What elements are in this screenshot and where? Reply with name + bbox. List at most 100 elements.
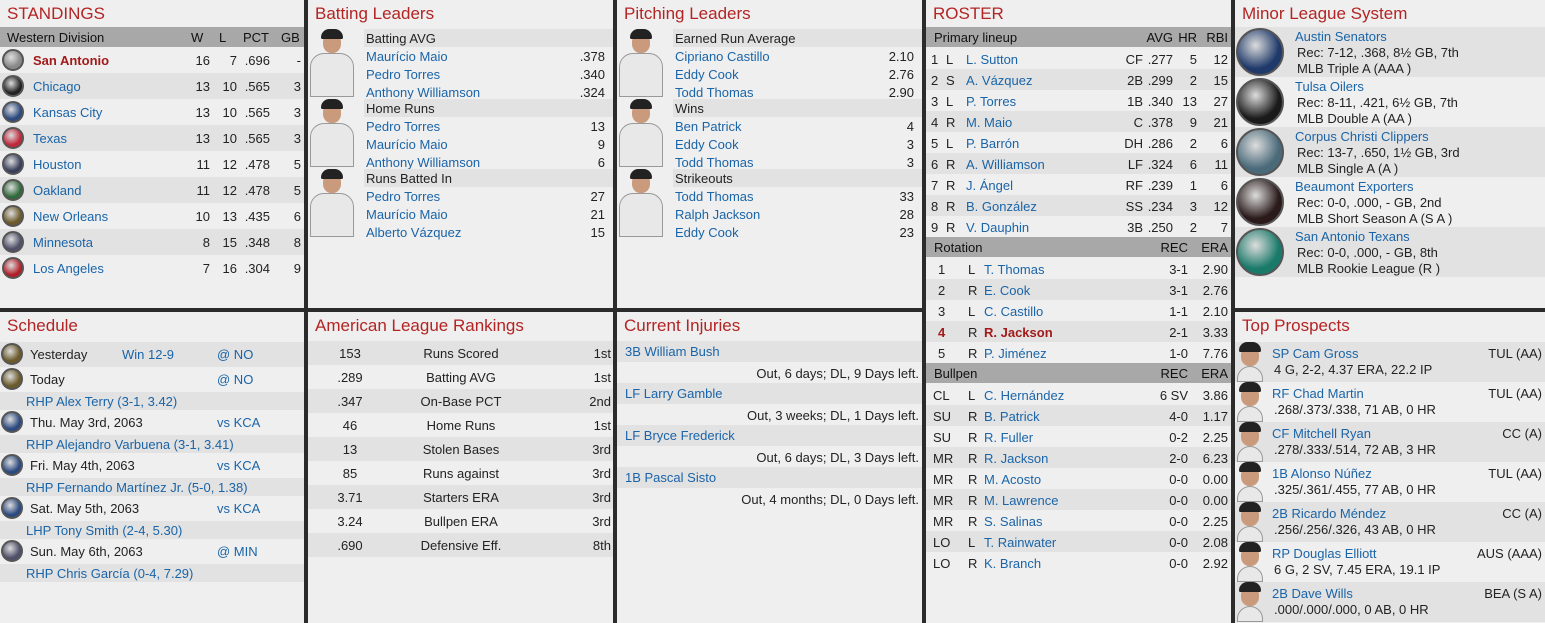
standings-row[interactable]: Chicago 13 10 .565 3 bbox=[0, 73, 304, 99]
standings-row[interactable]: Oakland 11 12 .478 5 bbox=[0, 177, 304, 203]
prospect-row[interactable]: 1B Alonso Núñez TUL (AA) .325/.361/.455, 7… bbox=[1235, 462, 1545, 502]
leader-row[interactable]: Alberto Vázquez 15 bbox=[364, 223, 613, 241]
player-name-link[interactable]: M. Lawrence bbox=[984, 493, 1059, 508]
minor-team-row[interactable]: Corpus Christi Clippers Rec: 13-7, .650, … bbox=[1235, 127, 1545, 177]
player-name-link[interactable]: C. Hernández bbox=[984, 388, 1065, 403]
player-name-link[interactable]: Maurício Maio bbox=[366, 207, 448, 222]
player-name-link[interactable]: Todd Thomas bbox=[675, 189, 754, 204]
team-name-link[interactable]: Tulsa Oilers bbox=[1295, 79, 1364, 94]
lineup-row[interactable]: 5 L P. Barrón DH .286 2 6 bbox=[926, 132, 1231, 153]
prospect-name-link[interactable]: 2B Ricardo Méndez bbox=[1272, 506, 1387, 521]
team-name-link[interactable]: Beaumont Exporters bbox=[1295, 179, 1414, 194]
player-name-link[interactable]: Ben Patrick bbox=[675, 119, 742, 134]
team-name-link[interactable]: Corpus Christi Clippers bbox=[1295, 129, 1429, 144]
leader-row[interactable]: Eddy Cook 23 bbox=[673, 223, 922, 241]
player-name-link[interactable]: Alberto Vázquez bbox=[366, 225, 462, 240]
probable-pitcher-row[interactable]: LHP Tony Smith (2-4, 5.30) bbox=[0, 521, 304, 539]
leader-row[interactable]: Anthony Williamson 6 bbox=[364, 153, 613, 171]
schedule-game-row[interactable]: Sat. May 5th, 2063 vs KCA bbox=[0, 496, 304, 521]
injured-player-link[interactable]: 1B Pascal Sisto bbox=[625, 470, 717, 485]
lineup-row[interactable]: 2 S A. Vázquez 2B .299 2 15 bbox=[926, 69, 1231, 90]
player-name-link[interactable]: Maurício Maio bbox=[366, 49, 448, 64]
opponent-link[interactable]: @ MIN bbox=[217, 544, 258, 559]
prospect-name-link[interactable]: SP Cam Gross bbox=[1272, 346, 1359, 361]
player-name-link[interactable]: R. Jackson bbox=[984, 325, 1053, 340]
player-name-link[interactable]: Eddy Cook bbox=[675, 137, 739, 152]
leader-row[interactable]: Pedro Torres .340 bbox=[364, 65, 613, 83]
lineup-row[interactable]: 1 L L. Sutton CF .277 5 12 bbox=[926, 48, 1231, 69]
probable-pitcher-row[interactable]: RHP Alex Terry (3-1, 3.42) bbox=[0, 392, 304, 410]
player-name-link[interactable]: Pedro Torres bbox=[366, 189, 441, 204]
opponent-link[interactable]: @ NO bbox=[217, 372, 254, 387]
pitcher-row[interactable]: CL L C. Hernández 6 SV 3.86 bbox=[926, 384, 1231, 405]
player-name-link[interactable]: Eddy Cook bbox=[675, 225, 739, 240]
player-name-link[interactable]: P. Barrón bbox=[966, 136, 1020, 151]
pitcher-link[interactable]: RHP Alex Terry (3-1, 3.42) bbox=[26, 394, 178, 409]
team-name-link[interactable]: Oakland bbox=[33, 183, 82, 198]
lineup-row[interactable]: 9 R V. Dauphin 3B .250 2 7 bbox=[926, 216, 1231, 237]
team-name-link[interactable]: San Antonio bbox=[33, 53, 110, 68]
schedule-game-row[interactable]: Today @ NO bbox=[0, 367, 304, 392]
prospect-name-link[interactable]: RF Chad Martin bbox=[1272, 386, 1364, 401]
prospect-row[interactable]: RP Douglas Elliott AUS (AAA) 6 G, 2 SV, 7.… bbox=[1235, 542, 1545, 582]
standings-row[interactable]: San Antonio 16 7 .696 - bbox=[0, 47, 304, 73]
pitcher-row[interactable]: MR R S. Salinas 0-0 2.25 bbox=[926, 510, 1231, 531]
team-name-link[interactable]: Austin Senators bbox=[1295, 29, 1387, 44]
standings-row[interactable]: Kansas City 13 10 .565 3 bbox=[0, 99, 304, 125]
pitcher-row[interactable]: LO R K. Branch 0-0 2.92 bbox=[926, 552, 1231, 573]
leader-row[interactable]: Eddy Cook 3 bbox=[673, 135, 922, 153]
pitcher-row[interactable]: 4 R R. Jackson 2-1 3.33 bbox=[926, 321, 1231, 342]
leader-row[interactable]: Todd Thomas 2.90 bbox=[673, 83, 922, 101]
lineup-row[interactable]: 6 R A. Williamson LF .324 6 11 bbox=[926, 153, 1231, 174]
leader-row[interactable]: Todd Thomas 33 bbox=[673, 187, 922, 205]
player-name-link[interactable]: Anthony Williamson bbox=[366, 85, 481, 100]
leader-row[interactable]: Ben Patrick 4 bbox=[673, 117, 922, 135]
injured-player-link[interactable]: LF Bryce Frederick bbox=[625, 428, 735, 443]
player-name-link[interactable]: V. Dauphin bbox=[966, 220, 1030, 235]
standings-row[interactable]: Los Angeles 7 16 .304 9 bbox=[0, 255, 304, 281]
pitcher-link[interactable]: RHP Alejandro Varbuena (3-1, 3.41) bbox=[26, 437, 234, 452]
lineup-row[interactable]: 7 R J. Ángel RF .239 1 6 bbox=[926, 174, 1231, 195]
pitcher-row[interactable]: 5 R P. Jiménez 1-0 7.76 bbox=[926, 342, 1231, 363]
leader-row[interactable]: Eddy Cook 2.76 bbox=[673, 65, 922, 83]
schedule-game-row[interactable]: Fri. May 4th, 2063 vs KCA bbox=[0, 453, 304, 478]
player-name-link[interactable]: K. Branch bbox=[984, 556, 1042, 571]
pitcher-row[interactable]: LO L T. Rainwater 0-0 2.08 bbox=[926, 531, 1231, 552]
probable-pitcher-row[interactable]: RHP Alejandro Varbuena (3-1, 3.41) bbox=[0, 435, 304, 453]
player-name-link[interactable]: Pedro Torres bbox=[366, 67, 441, 82]
team-name-link[interactable]: New Orleans bbox=[33, 209, 109, 224]
minor-team-row[interactable]: San Antonio Texans Rec: 0-0, .000, - GB, … bbox=[1235, 227, 1545, 277]
player-name-link[interactable]: B. Patrick bbox=[984, 409, 1040, 424]
leader-row[interactable]: Maurício Maio 9 bbox=[364, 135, 613, 153]
team-name-link[interactable]: Houston bbox=[33, 157, 82, 172]
player-name-link[interactable]: Todd Thomas bbox=[675, 155, 754, 170]
opponent-link[interactable]: vs KCA bbox=[217, 415, 261, 430]
pitcher-row[interactable]: SU R B. Patrick 4-0 1.17 bbox=[926, 405, 1231, 426]
lineup-row[interactable]: 4 R M. Maio C .378 9 21 bbox=[926, 111, 1231, 132]
prospect-row[interactable]: SP Cam Gross TUL (AA) 4 G, 2-2, 4.37 ERA, … bbox=[1235, 342, 1545, 382]
schedule-game-row[interactable]: Thu. May 3rd, 2063 vs KCA bbox=[0, 410, 304, 435]
leader-row[interactable]: Maurício Maio .378 bbox=[364, 47, 613, 65]
leader-row[interactable]: Cipriano Castillo 2.10 bbox=[673, 47, 922, 65]
player-name-link[interactable]: M. Maio bbox=[966, 115, 1013, 130]
player-name-link[interactable]: P. Torres bbox=[966, 94, 1017, 109]
pitcher-link[interactable]: RHP Chris García (0-4, 7.29) bbox=[26, 566, 194, 581]
pitcher-link[interactable]: LHP Tony Smith (2-4, 5.30) bbox=[26, 523, 183, 538]
probable-pitcher-row[interactable]: RHP Chris García (0-4, 7.29) bbox=[0, 564, 304, 582]
leader-row[interactable]: Anthony Williamson .324 bbox=[364, 83, 613, 101]
injured-player-link[interactable]: 3B William Bush bbox=[625, 344, 720, 359]
injured-player-link[interactable]: LF Larry Gamble bbox=[625, 386, 723, 401]
pitcher-row[interactable]: SU R R. Fuller 0-2 2.25 bbox=[926, 426, 1231, 447]
player-name-link[interactable]: Todd Thomas bbox=[675, 85, 754, 100]
minor-team-row[interactable]: Austin Senators Rec: 7-12, .368, 8½ GB, 7… bbox=[1235, 27, 1545, 77]
player-name-link[interactable]: A. Williamson bbox=[966, 157, 1045, 172]
team-name-link[interactable]: Kansas City bbox=[33, 105, 103, 120]
lineup-row[interactable]: 8 R B. González SS .234 3 12 bbox=[926, 195, 1231, 216]
player-name-link[interactable]: Anthony Williamson bbox=[366, 155, 481, 170]
prospect-name-link[interactable]: 2B Dave Wills bbox=[1272, 586, 1353, 601]
team-name-link[interactable]: Minnesota bbox=[33, 235, 93, 250]
prospect-row[interactable]: RF Chad Martin TUL (AA) .268/.373/.338, 71… bbox=[1235, 382, 1545, 422]
standings-row[interactable]: Texas 13 10 .565 3 bbox=[0, 125, 304, 151]
player-name-link[interactable]: J. Ángel bbox=[966, 178, 1013, 193]
opponent-link[interactable]: vs KCA bbox=[217, 501, 261, 516]
